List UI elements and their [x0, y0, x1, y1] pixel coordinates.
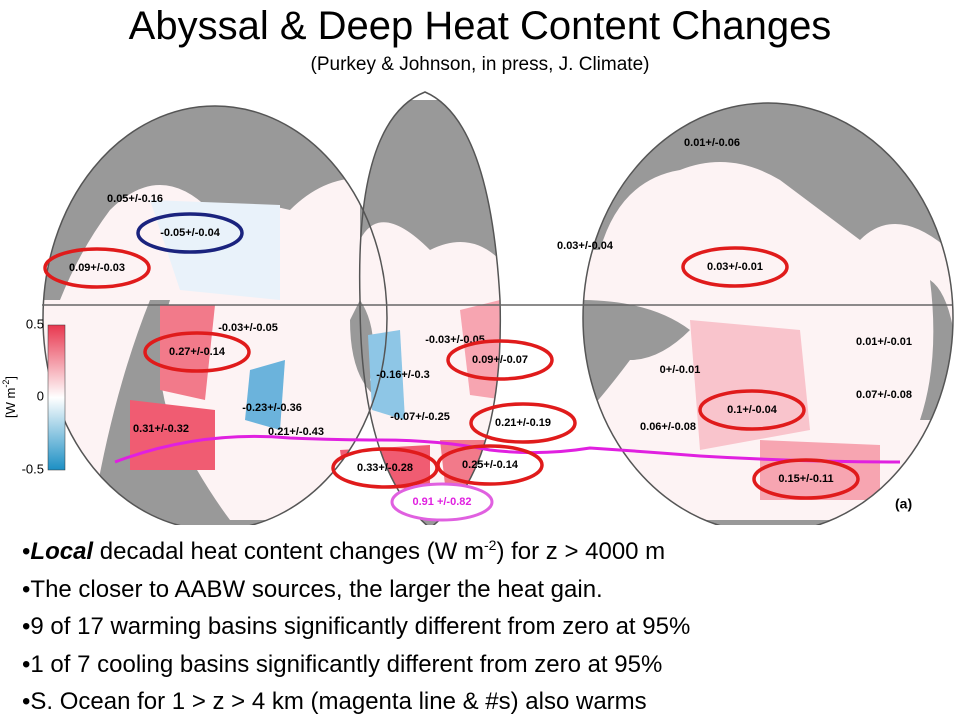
colorbar-tick-label: 0: [37, 388, 44, 403]
map-outline: [582, 102, 954, 525]
bullet: 1 of 7 cooling basins significantly diff…: [22, 646, 690, 684]
highlight-ring: [136, 212, 244, 254]
subtitle: (Purkey & Johnson, in press, J. Climate): [310, 54, 650, 75]
map-outline: [358, 91, 502, 525]
title: Abyssal & Deep Heat Content Changes: [128, 4, 832, 48]
basin-label: 0.06+/-0.08: [640, 421, 696, 433]
colorbar-tick-label: -0.5: [22, 461, 44, 476]
highlight-ring: [390, 482, 494, 522]
basin-label: 0+/-0.01: [660, 364, 701, 376]
basin-label: -0.07+/-0.25: [390, 411, 450, 423]
highlight-ring: [469, 402, 577, 444]
highlight-ring: [43, 247, 151, 289]
highlight-ring: [143, 331, 251, 373]
bullet-superscript: -2: [483, 537, 497, 553]
highlight-ring: [698, 389, 806, 431]
basin-label: -0.03+/-0.05: [218, 322, 278, 334]
bullet: The closer to AABW sources, the larger t…: [22, 571, 690, 609]
basin-label: 0.33+/-0.28: [357, 462, 413, 474]
bullet-emphasis: Local: [30, 538, 94, 565]
basin-label: 0.03+/-0.01: [707, 261, 763, 273]
map-outline: [42, 105, 388, 525]
basin-label: 0.25+/-0.14: [462, 459, 519, 471]
highlight-ring: [752, 458, 860, 500]
highlight-ring: [446, 339, 554, 381]
panel-label: (a): [895, 496, 912, 512]
basin-label: 0.01+/-0.01: [856, 336, 912, 348]
basin-label: -0.23+/-0.36: [242, 402, 302, 414]
highlight-ring: [681, 246, 789, 288]
basin-label: 0.27+/-0.14: [169, 346, 226, 358]
bullet-text: ) for z > 4000 m: [496, 538, 666, 565]
bullet: Local decadal heat content changes (W m-…: [22, 527, 690, 571]
bullet: S. Ocean for 1 > z > 4 km (magenta line …: [22, 683, 690, 721]
basin-label: 0.05+/-0.16: [107, 193, 163, 205]
basin-label: 0.03+/-0.04: [557, 240, 614, 252]
basin-label: -0.16+/-0.3: [376, 369, 430, 381]
bullet-list: Local decadal heat content changes (W m-…: [22, 527, 690, 721]
highlight-ring: [436, 444, 544, 486]
colorbar-label: [W m-2]: [1, 376, 18, 418]
basin-label: 0.01+/-0.06: [684, 137, 740, 149]
basin-label: 0.09+/-0.03: [69, 262, 125, 274]
basin-label: 0.21+/-0.19: [495, 417, 551, 429]
map: [W m-2] (a) 0.5 0 -0.5 0.05+/-0.16 -0.05+/-0…: [1, 91, 954, 525]
basin-label: 0.09+/-0.07: [472, 354, 528, 366]
basin-label: 0.31+/-0.32: [133, 423, 189, 435]
colorbar-tick-label: 0.5: [26, 316, 44, 331]
basin-label: 0.21+/-0.43: [268, 426, 324, 438]
basin-label: 0.1+/-0.04: [727, 404, 778, 416]
basin-label: 0.07+/-0.08: [856, 389, 912, 401]
bullet: 9 of 17 warming basins significantly dif…: [22, 608, 690, 646]
magenta-line: [114, 434, 901, 464]
basin-label: 0.15+/-0.11: [778, 473, 833, 485]
colorbar: [47, 324, 66, 471]
basin-label: 0.91 +/-0.82: [412, 496, 471, 508]
basin-label: -0.05+/-0.04: [160, 227, 221, 239]
bullet-text: decadal heat content changes (W m: [93, 538, 484, 565]
